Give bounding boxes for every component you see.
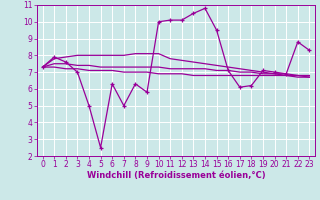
X-axis label: Windchill (Refroidissement éolien,°C): Windchill (Refroidissement éolien,°C) <box>87 171 265 180</box>
